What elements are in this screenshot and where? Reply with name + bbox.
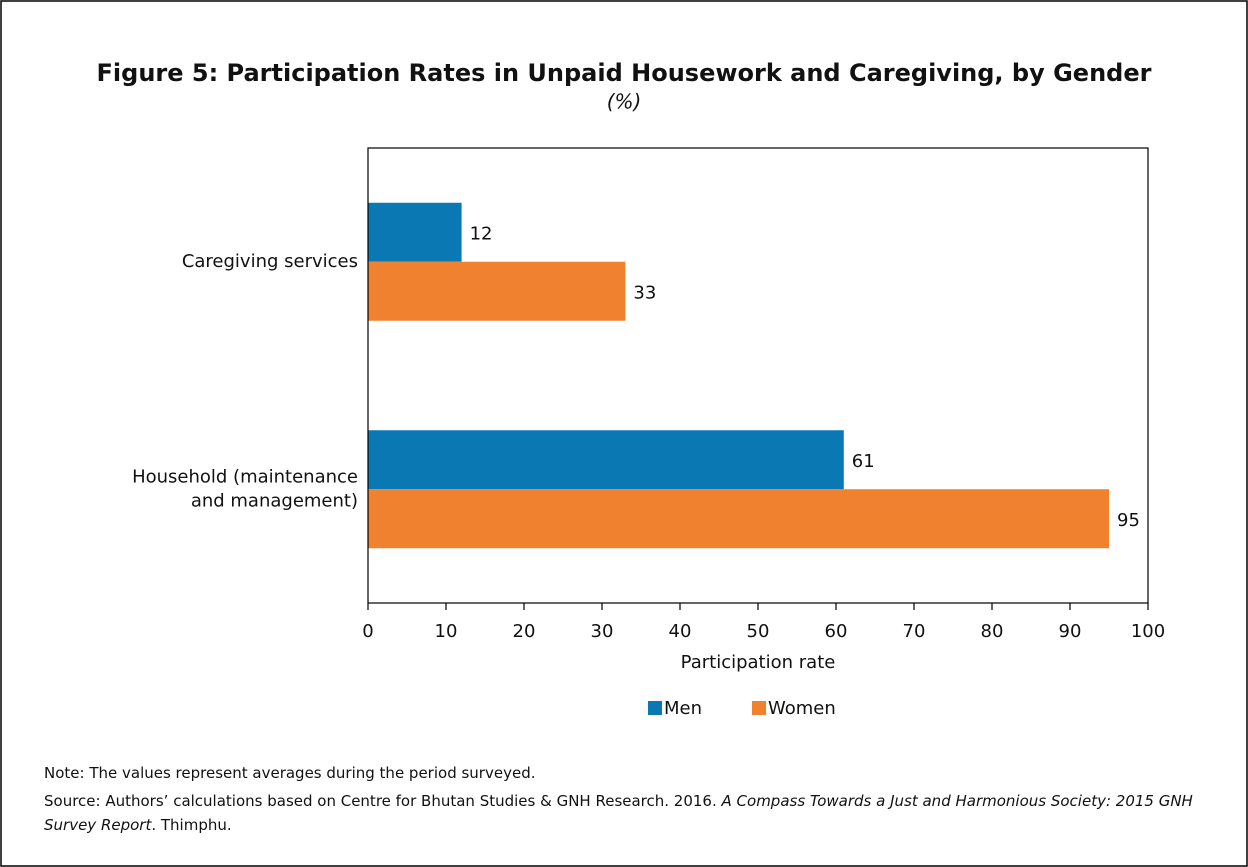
chart-subtitle: (%) [607,90,642,114]
source-text: . Thimphu. [151,816,232,834]
x-tick-label: 70 [903,621,926,642]
legend-label: Men [664,698,702,719]
x-tick-label: 60 [825,621,848,642]
y-tick-label: and management) [191,490,358,511]
data-label: 12 [470,223,493,244]
x-tick-label: 30 [591,621,614,642]
legend-swatch [648,701,662,715]
x-tick-label: 10 [435,621,458,642]
x-axis-label: Participation rate [681,652,836,673]
x-tick-label: 100 [1131,621,1165,642]
data-label: 33 [633,282,656,303]
note: Note: The values represent averages duri… [44,764,536,782]
source-text: Source: Authors’ calculations based on C… [44,792,722,810]
bar [368,261,626,321]
source: Source: Authors’ calculations based on C… [44,789,1224,837]
chart-title: Figure 5: Participation Rates in Unpaid … [97,59,1152,87]
source-title: A Compass Towards a Just and Harmonious … [44,792,1193,834]
x-tick-label: 80 [981,621,1004,642]
data-label: 61 [852,451,875,472]
data-label: 95 [1117,510,1140,531]
bar [368,202,462,262]
y-tick-label: Household (maintenance [132,466,358,487]
x-tick-label: 0 [362,621,373,642]
x-tick-label: 50 [747,621,770,642]
x-tick-label: 20 [513,621,536,642]
x-tick-label: 40 [669,621,692,642]
legend-label: Women [768,698,836,719]
bar [368,489,1109,549]
legend-swatch [752,701,767,715]
x-tick-label: 90 [1059,621,1082,642]
bar [368,430,844,490]
y-tick-label: Caregiving services [182,251,358,272]
